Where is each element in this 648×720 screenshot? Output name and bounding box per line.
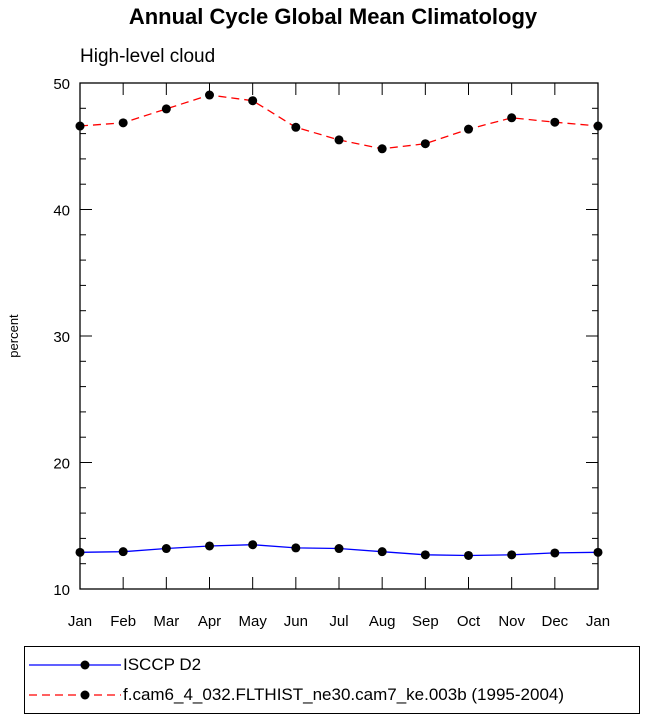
series-1-point bbox=[291, 122, 301, 132]
series-1-point bbox=[161, 104, 171, 114]
series-1-point bbox=[464, 124, 473, 134]
plot-area: 10 20 30 40 50 Jan Feb Mar Apr May Jun Jul Aug Sep Oct… bbox=[53, 76, 610, 630]
chart-title: Annual Cycle Global Mean Climatology bbox=[129, 4, 538, 29]
legend-line-swatch-red bbox=[29, 690, 121, 700]
legend-item-isccp: ISCCP D2 bbox=[25, 653, 639, 677]
x-tick-label: Aug bbox=[369, 613, 396, 630]
series-1-point bbox=[75, 121, 85, 131]
series-0-point bbox=[593, 547, 603, 557]
y-tick-label: 20 bbox=[53, 456, 70, 473]
series-0-point bbox=[550, 548, 560, 558]
x-tick-label: Dec bbox=[541, 613, 568, 630]
y-axis-label: percent bbox=[6, 314, 21, 358]
x-tick-label: May bbox=[238, 613, 267, 630]
series-0-point bbox=[291, 543, 301, 553]
x-tick-label: Feb bbox=[110, 613, 136, 630]
series-1-point bbox=[593, 121, 603, 131]
x-tick-label: Apr bbox=[198, 613, 221, 630]
series-0-point bbox=[118, 547, 128, 557]
x-tick-label: Jan bbox=[586, 613, 610, 630]
series-0-point bbox=[248, 540, 258, 550]
series-0-point bbox=[377, 547, 387, 557]
series-0-point bbox=[205, 541, 214, 551]
series-1-point bbox=[507, 113, 517, 123]
x-tick-label: Jun bbox=[284, 613, 308, 630]
chart-subtitle: High-level cloud bbox=[80, 46, 215, 67]
series-0-point bbox=[507, 550, 517, 560]
legend: ISCCP D2 f.cam6_4_032.FLTHIST_ne30.cam7_… bbox=[24, 646, 640, 714]
series-0-point bbox=[334, 544, 344, 554]
y-tick-label: 30 bbox=[53, 329, 70, 346]
series-0-point bbox=[161, 544, 171, 554]
series-1-point bbox=[334, 135, 344, 145]
legend-label-model: f.cam6_4_032.FLTHIST_ne30.cam7_ke.003b (… bbox=[123, 685, 565, 704]
legend-line-swatch-blue bbox=[29, 660, 121, 670]
series-0-point bbox=[464, 550, 473, 560]
plot-frame bbox=[79, 82, 599, 590]
x-tick-label: Jan bbox=[68, 613, 92, 630]
series-0-point bbox=[420, 550, 430, 560]
y-tick-label: 10 bbox=[53, 582, 70, 599]
series-0-point bbox=[75, 547, 85, 557]
series-1-point bbox=[550, 117, 560, 127]
legend-label-isccp: ISCCP D2 bbox=[123, 655, 202, 674]
series-1-point bbox=[118, 118, 128, 128]
series-1-point bbox=[248, 96, 258, 106]
y-tick-label: 50 bbox=[53, 76, 70, 93]
x-tick-label: Jul bbox=[329, 613, 348, 630]
legend-item-model: f.cam6_4_032.FLTHIST_ne30.cam7_ke.003b (… bbox=[25, 683, 639, 707]
series-1-point bbox=[420, 139, 430, 149]
x-tick-label: Nov bbox=[498, 613, 525, 630]
x-tick-label: Oct bbox=[457, 613, 481, 630]
x-tick-label: Mar bbox=[153, 613, 179, 630]
chart: Annual Cycle Global Mean Climatology Hig… bbox=[6, 4, 610, 630]
y-tick-label: 40 bbox=[53, 203, 70, 220]
x-tick-label: Sep bbox=[412, 613, 439, 630]
series-1-point bbox=[205, 90, 214, 100]
series-1-point bbox=[377, 144, 387, 154]
